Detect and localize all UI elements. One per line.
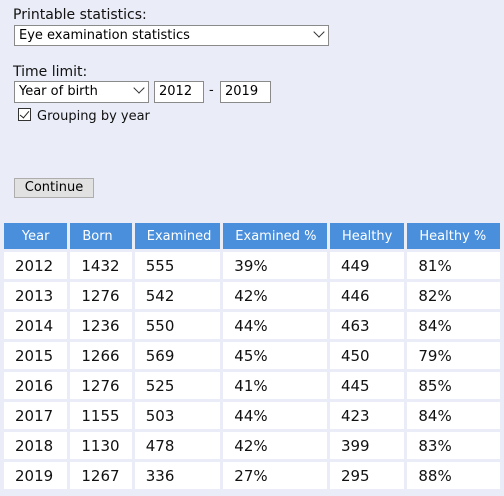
cell-healthy-pct: 85% [407,372,500,399]
time-limit-label: Time limit: [13,64,88,80]
cell-healthy: 449 [329,252,405,279]
cell-healthy-pct: 83% [407,432,500,459]
table-row: 2013 1276 542 42% 446 82% [4,282,500,309]
cell-healthy: 463 [329,312,405,339]
table-row: 2019 1267 336 27% 295 88% [4,462,500,489]
cell-born: 1130 [70,432,132,459]
cell-examined-pct: 45% [223,342,327,369]
cell-healthy-pct: 82% [407,282,500,309]
cell-born: 1267 [70,462,132,489]
table-row: 2016 1276 525 41% 445 85% [4,372,500,399]
statistics-label: Printable statistics: [13,7,147,23]
from-year-input[interactable]: 2012 [154,81,204,103]
header-examined-pct: Examined % [223,223,327,249]
cell-healthy-pct: 84% [407,312,500,339]
cell-examined: 555 [134,252,221,279]
cell-year: 2018 [4,432,68,459]
range-separator: - [209,83,214,98]
cell-examined-pct: 39% [223,252,327,279]
cell-examined-pct: 42% [223,282,327,309]
time-limit-select[interactable]: Year of birth [14,81,149,103]
cell-examined-pct: 42% [223,432,327,459]
cell-born: 1236 [70,312,132,339]
cell-year: 2014 [4,312,68,339]
cell-year: 2016 [4,372,68,399]
header-examined: Examined [134,223,221,249]
cell-year: 2013 [4,282,68,309]
cell-examined: 336 [134,462,221,489]
cell-examined-pct: 44% [223,312,327,339]
to-year-input[interactable]: 2019 [220,81,271,103]
table-row: 2017 1155 503 44% 423 84% [4,402,500,429]
cell-born: 1276 [70,372,132,399]
cell-born: 1155 [70,402,132,429]
grouping-label[interactable]: Grouping by year [37,109,150,124]
chevron-down-icon [313,26,325,38]
cell-healthy: 295 [329,462,405,489]
grouping-checkbox[interactable] [18,108,31,121]
table-row: 2018 1130 478 42% 399 83% [4,432,500,459]
cell-year: 2017 [4,402,68,429]
cell-examined: 478 [134,432,221,459]
cell-year: 2019 [4,462,68,489]
table-header-row: Year Born Examined Examined % Healthy He… [4,223,500,249]
cell-born: 1266 [70,342,132,369]
cell-healthy: 399 [329,432,405,459]
table-row: 2012 1432 555 39% 449 81% [4,252,500,279]
cell-examined: 550 [134,312,221,339]
cell-examined: 503 [134,402,221,429]
header-healthy: Healthy [329,223,405,249]
header-born: Born [70,223,132,249]
cell-examined-pct: 41% [223,372,327,399]
cell-born: 1276 [70,282,132,309]
cell-healthy: 423 [329,402,405,429]
cell-healthy: 450 [329,342,405,369]
statistics-select[interactable]: Eye examination statistics [14,25,329,46]
cell-healthy-pct: 81% [407,252,500,279]
cell-healthy: 446 [329,282,405,309]
header-healthy-pct: Healthy % [407,223,500,249]
cell-examined: 569 [134,342,221,369]
time-limit-select-value: Year of birth [19,84,98,99]
statistics-table: Year Born Examined Examined % Healthy He… [1,220,503,492]
cell-healthy-pct: 84% [407,402,500,429]
cell-year: 2012 [4,252,68,279]
chevron-down-icon [133,82,145,94]
statistics-select-value: Eye examination statistics [19,28,190,43]
cell-year: 2015 [4,342,68,369]
cell-examined: 542 [134,282,221,309]
header-year: Year [4,223,68,249]
cell-healthy-pct: 79% [407,342,500,369]
cell-examined-pct: 44% [223,402,327,429]
check-icon [19,108,30,119]
cell-healthy: 445 [329,372,405,399]
table-row: 2015 1266 569 45% 450 79% [4,342,500,369]
cell-born: 1432 [70,252,132,279]
cell-examined-pct: 27% [223,462,327,489]
cell-examined: 525 [134,372,221,399]
table-row: 2014 1236 550 44% 463 84% [4,312,500,339]
cell-healthy-pct: 88% [407,462,500,489]
continue-button[interactable]: Continue [14,178,94,198]
